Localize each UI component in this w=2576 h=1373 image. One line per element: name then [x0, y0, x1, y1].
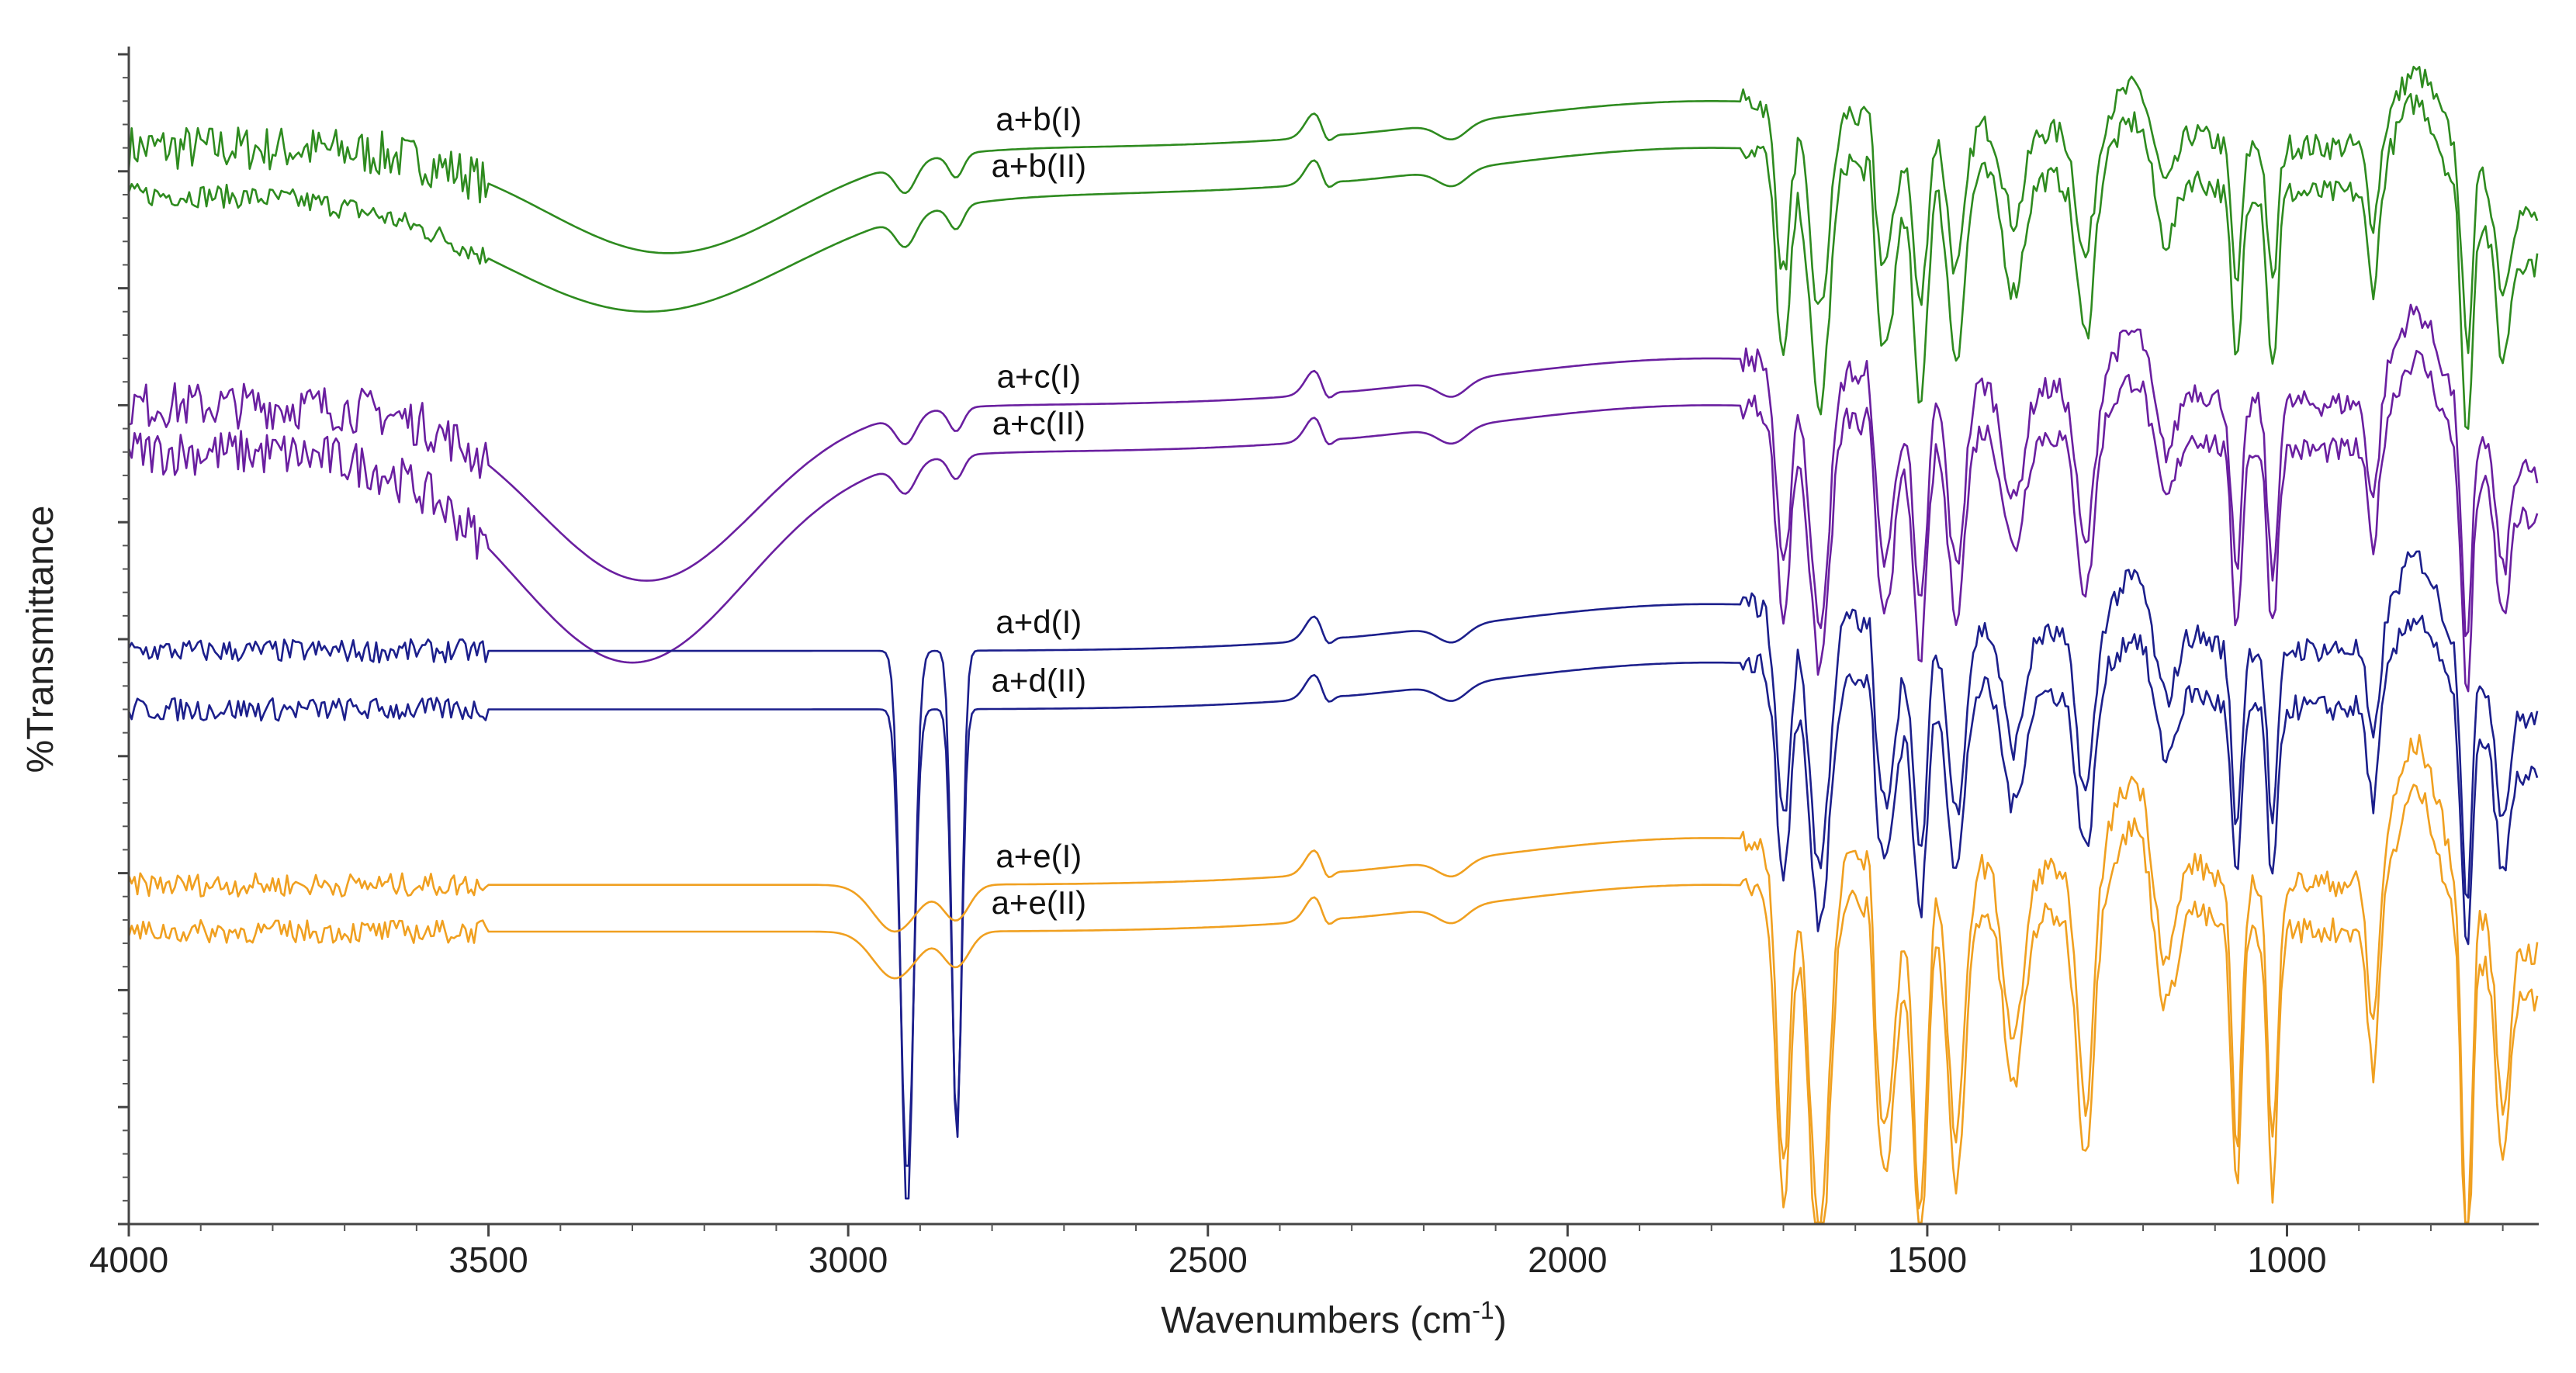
x-tick-label: 1000 — [2247, 1240, 2326, 1280]
x-tick-label: 1500 — [1888, 1240, 1967, 1280]
x-ticks: 4000 3500 3000 2500 2000 1500 1000 — [89, 1224, 2504, 1280]
series-line-a-c-ii- — [127, 350, 2539, 693]
series-label: a+d(I) — [995, 603, 1082, 640]
series-label: a+b(I) — [995, 101, 1082, 137]
series-label: a+e(II) — [992, 884, 1087, 921]
series-label: a+d(II) — [992, 662, 1087, 699]
series-label: a+c(I) — [997, 358, 1082, 395]
series-line-a-e-ii- — [127, 783, 2539, 1224]
series-labels: a+b(I) a+b(II) a+c(I) a+c(II) a+d(I) a+d(II) a… — [992, 101, 1087, 921]
series-line-a-b-ii- — [127, 92, 2539, 431]
series-label: a+b(II) — [992, 147, 1087, 184]
x-axis-title-close: ) — [1494, 1300, 1507, 1341]
series-label: a+e(I) — [995, 838, 1082, 874]
x-tick-label: 3500 — [448, 1240, 528, 1280]
y-ticks — [118, 53, 129, 1226]
x-tick-label: 3000 — [808, 1240, 888, 1280]
y-axis-title: %Transmittance — [20, 506, 61, 773]
series-line-a-b-i- — [127, 65, 2539, 354]
plot-area — [127, 65, 2539, 1224]
series-line-a-d-ii- — [127, 614, 2539, 1167]
x-tick-label: 2500 — [1169, 1240, 1248, 1280]
x-axis-title: Wavenumbers (cm-1) — [1161, 1296, 1506, 1341]
x-axis-title-main: Wavenumbers (cm — [1161, 1300, 1472, 1341]
x-axis-title-sup: -1 — [1472, 1296, 1494, 1324]
series-line-a-e-i- — [127, 734, 2539, 1224]
x-tick-label: 2000 — [1528, 1240, 1607, 1280]
x-tick-label: 4000 — [89, 1240, 168, 1280]
series-line-a-d-i- — [127, 550, 2539, 1200]
series-label: a+c(II) — [992, 405, 1085, 441]
axes — [127, 47, 2539, 1226]
series-line-a-c-i- — [128, 303, 2539, 638]
